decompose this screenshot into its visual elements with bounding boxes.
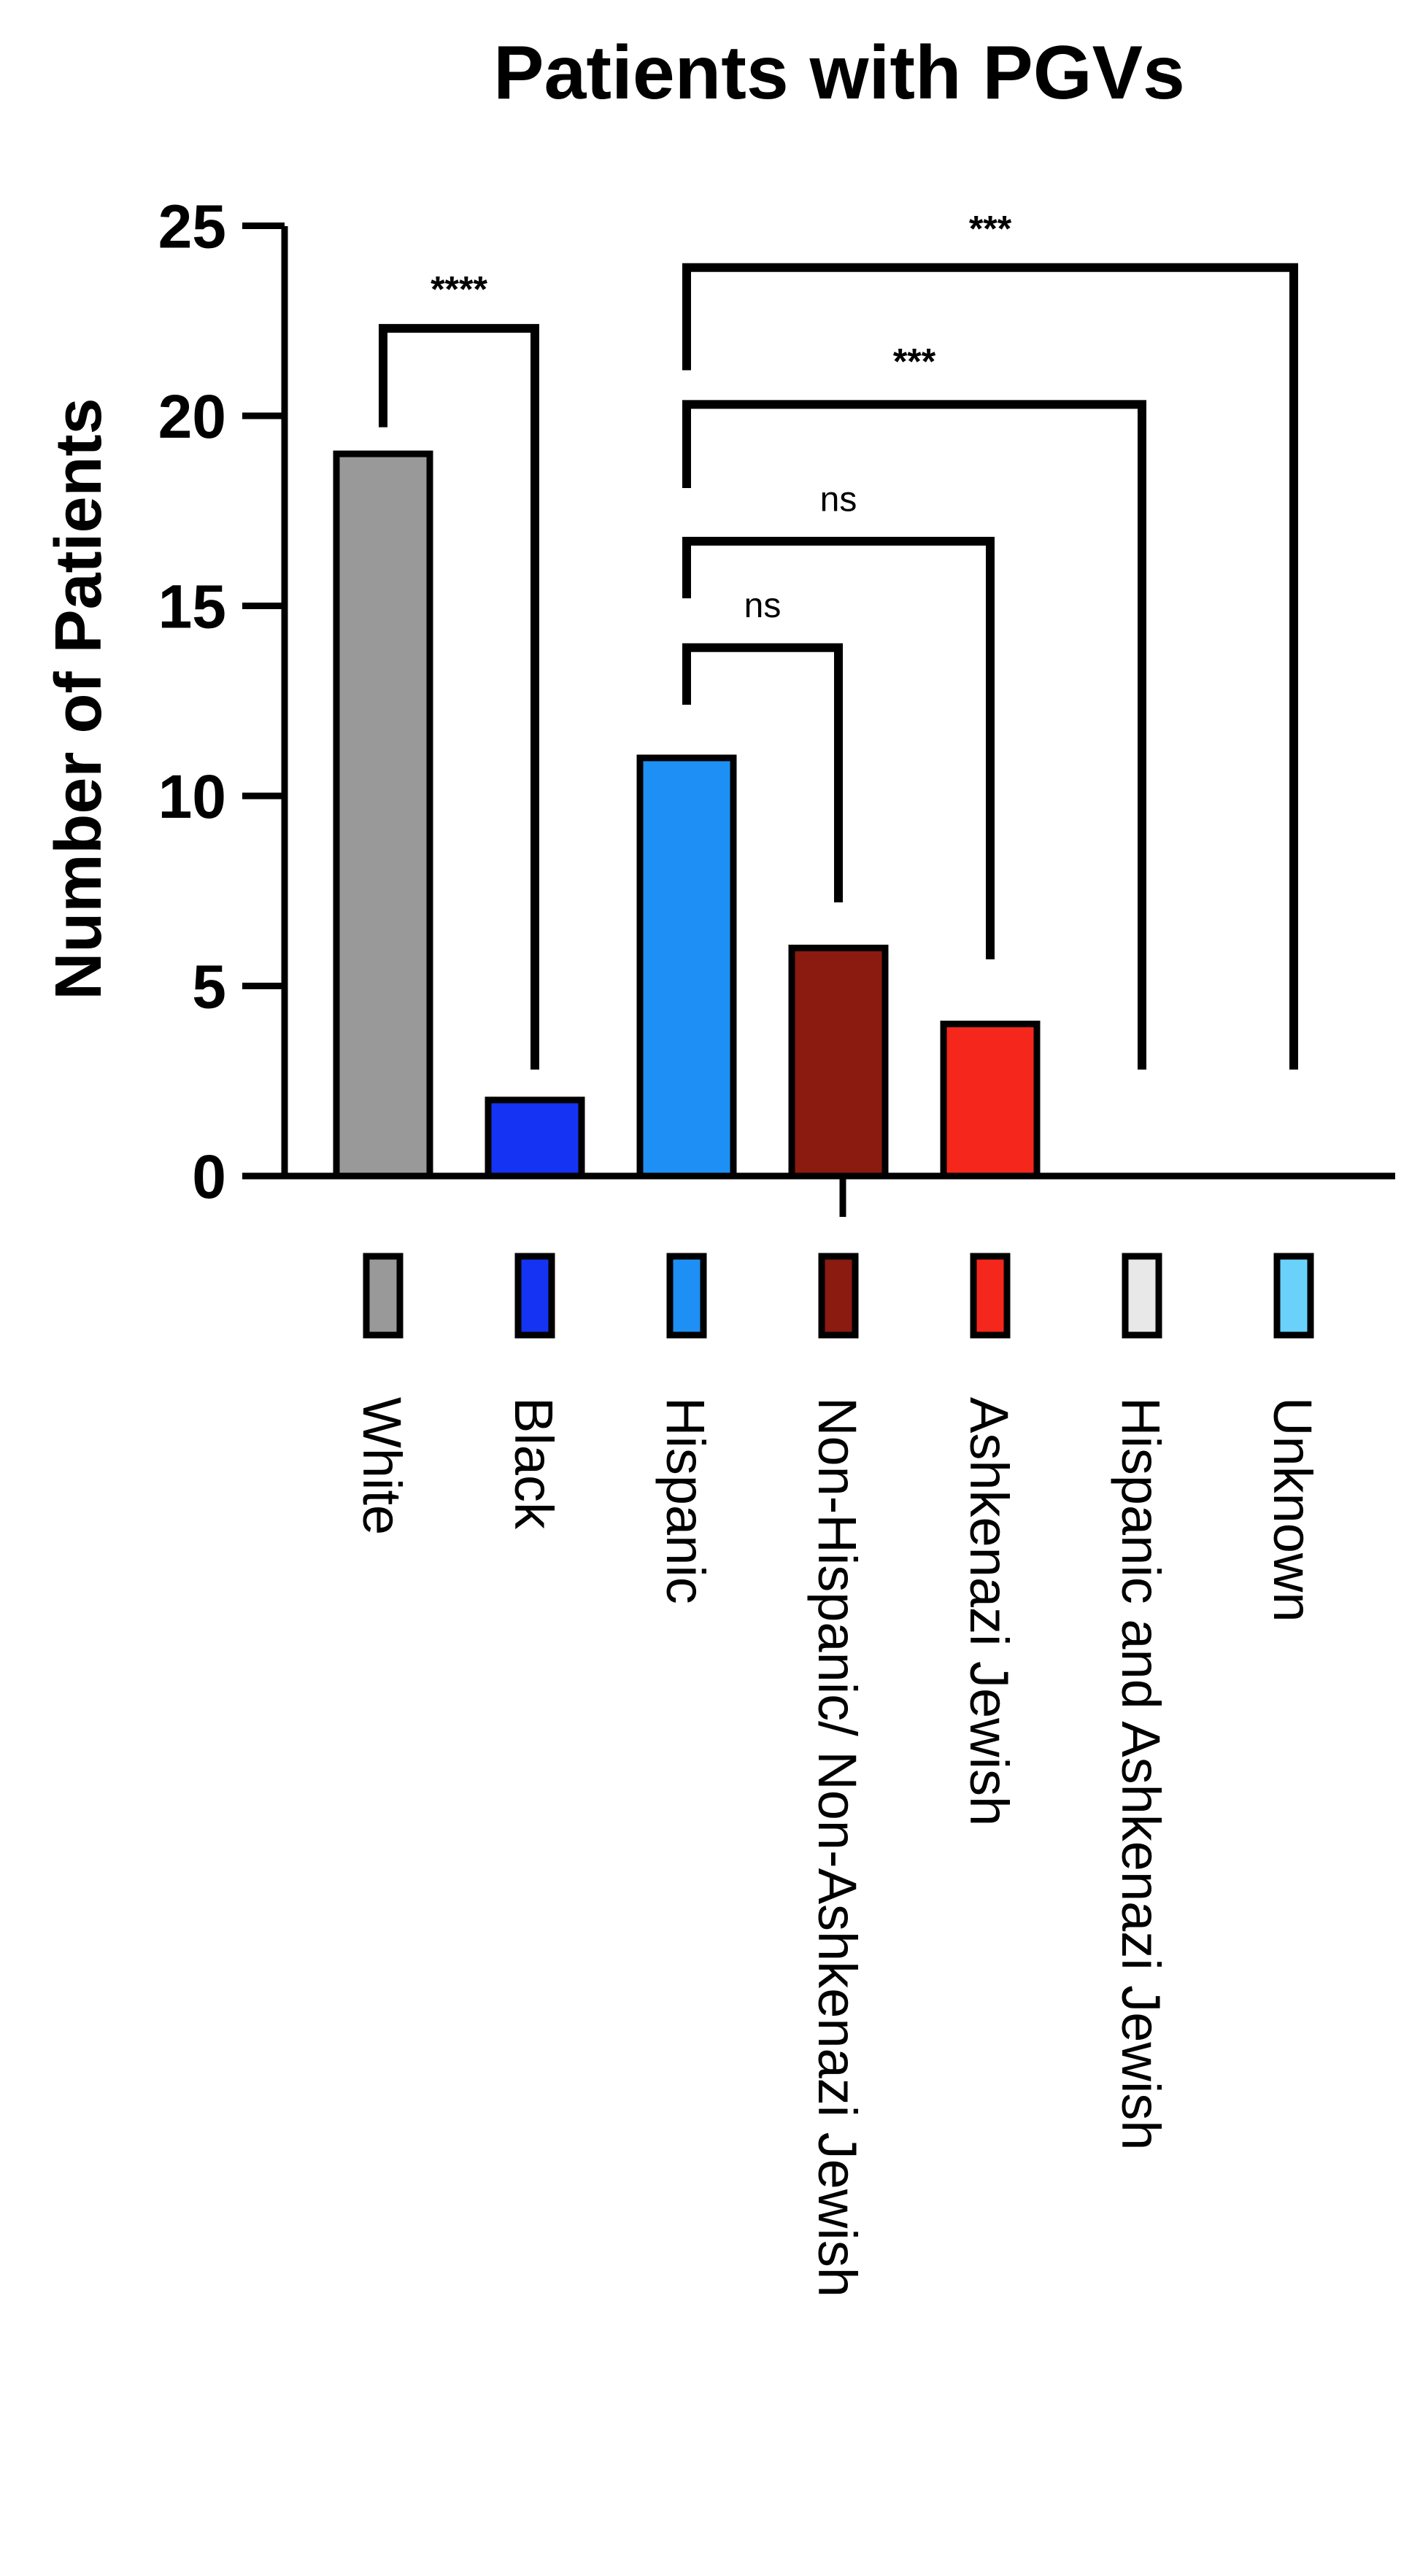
y-axis-label: Number of Patients bbox=[42, 398, 115, 999]
y-tick-label: 10 bbox=[158, 762, 226, 831]
category-label: Non-Hispanic/ Non-Ashkenazi Jewish bbox=[807, 1397, 868, 2297]
bar bbox=[485, 1096, 585, 1180]
category-label: Unknown bbox=[1262, 1397, 1323, 1622]
significance-label: **** bbox=[431, 269, 487, 310]
legend-swatch bbox=[666, 1253, 707, 1339]
significance-bracket bbox=[682, 643, 843, 902]
significance-label: *** bbox=[969, 208, 1012, 249]
significance-bracket bbox=[379, 324, 539, 1070]
bar bbox=[333, 450, 433, 1180]
category-label: White bbox=[352, 1397, 412, 1535]
y-tick-label: 0 bbox=[192, 1142, 226, 1211]
legend-swatch bbox=[363, 1253, 404, 1339]
legend-swatch bbox=[818, 1253, 859, 1339]
significance-bracket bbox=[682, 536, 995, 960]
y-ticks: 0 5 10 15 20 25 bbox=[158, 193, 285, 1211]
significance-label: ns bbox=[744, 587, 782, 625]
y-tick-label: 15 bbox=[158, 573, 226, 641]
chart-title: Patients with PGVs bbox=[493, 31, 1185, 115]
significance-bracket bbox=[682, 400, 1146, 1070]
legend-swatch bbox=[970, 1253, 1011, 1339]
significance-label: ns bbox=[820, 480, 857, 519]
legend-swatch bbox=[514, 1253, 555, 1339]
significance-label: *** bbox=[893, 341, 936, 382]
y-tick-label: 5 bbox=[192, 953, 226, 1021]
significance-brackets: **** ns ns *** *** bbox=[379, 208, 1298, 1070]
bar bbox=[788, 944, 889, 1180]
bar bbox=[636, 754, 737, 1180]
y-tick-label: 25 bbox=[158, 193, 226, 261]
legend-swatches bbox=[363, 1253, 1314, 1339]
significance-bracket bbox=[682, 263, 1298, 1070]
y-tick-label: 20 bbox=[158, 382, 226, 451]
category-label: Black bbox=[503, 1397, 564, 1530]
category-label: Hispanic and Ashkenazi Jewish bbox=[1111, 1397, 1171, 2150]
bars bbox=[333, 450, 1041, 1180]
legend-swatch bbox=[1122, 1253, 1162, 1339]
category-labels: White Black Hispanic Non-Hispanic/ Non-Ashk… bbox=[352, 1397, 1323, 2297]
category-label: Hispanic bbox=[655, 1397, 716, 1604]
bar bbox=[940, 1021, 1041, 1180]
category-label: Ashkenazi Jewish bbox=[959, 1397, 1019, 1826]
legend-swatch bbox=[1273, 1253, 1314, 1339]
